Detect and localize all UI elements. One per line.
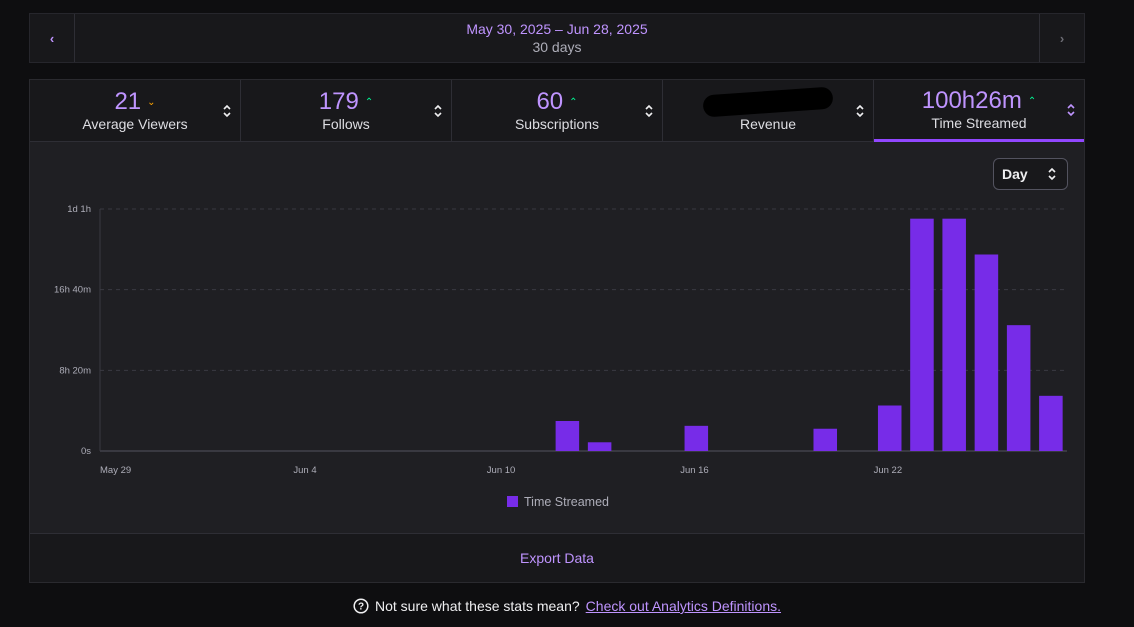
date-range-days: 30 days (532, 39, 582, 55)
next-period-button[interactable]: › (1039, 14, 1084, 62)
date-range-bar: ‹ May 30, 2025 – Jun 28, 2025 30 days › (29, 13, 1085, 63)
x-tick-label: Jun 10 (487, 465, 516, 476)
stat-tabs: 21 ⌄ Average Viewers 179 ⌃ Follows 60 ⌃ … (30, 80, 1084, 142)
granularity-select[interactable]: Day (993, 158, 1068, 190)
stat-label: Subscriptions (514, 116, 600, 132)
sort-icon[interactable] (1066, 102, 1076, 118)
y-tick-label: 16h 40m (54, 285, 91, 296)
sort-icon[interactable] (222, 103, 232, 119)
analytics-definitions-link[interactable]: Check out Analytics Definitions. (585, 598, 781, 614)
bar-time-streamed (910, 218, 934, 451)
stat-value: 60 (536, 88, 564, 115)
trend-up-icon: ⌃ (569, 96, 578, 108)
stat-label: Time Streamed (931, 115, 1027, 131)
stat-value: 21 (114, 88, 142, 115)
bar-time-streamed (555, 420, 580, 451)
time-streamed-chart: 0s 8h 20m 16h 40m 1d 1h May 29 Jun 4 Jun 10 Jun… (54, 204, 1067, 509)
bar-time-streamed (1006, 325, 1031, 451)
y-tick-label: 1d 1h (67, 204, 91, 215)
x-tick-label: May 29 (100, 465, 131, 476)
stat-value: 179 (318, 88, 359, 115)
footer-help: ? Not sure what these stats mean? Check … (0, 598, 1134, 614)
bar-time-streamed (1039, 395, 1063, 451)
stat-tab-revenue[interactable]: Revenue (663, 80, 874, 142)
chevron-right-icon: › (1059, 30, 1065, 46)
stat-label: Average Viewers (82, 116, 188, 132)
bar-time-streamed (877, 405, 902, 451)
stat-tab-time-streamed[interactable]: 100h26m ⌃ Time Streamed (874, 80, 1084, 142)
x-tick-label: Jun 22 (874, 465, 903, 476)
sort-icon[interactable] (855, 103, 865, 119)
trend-down-icon: ⌄ (147, 96, 156, 108)
bar-time-streamed (974, 254, 999, 451)
trend-up-icon: ⌃ (364, 96, 374, 108)
sort-icon[interactable] (433, 103, 443, 119)
date-range-text: May 30, 2025 – Jun 28, 2025 (466, 21, 648, 37)
bar-time-streamed (684, 425, 709, 451)
trend-up-icon: ⌃ (1027, 95, 1037, 107)
granularity-value: Day (1002, 166, 1028, 182)
chevron-left-icon: ‹ (49, 30, 55, 46)
export-data-button[interactable]: Export Data (30, 533, 1084, 582)
bar-time-streamed (587, 442, 612, 451)
bar-time-streamed (942, 218, 966, 451)
stat-label: Follows (322, 116, 370, 132)
footer-question: Not sure what these stats mean? (375, 598, 580, 614)
stat-label: Revenue (739, 116, 797, 132)
y-tick-label: 8h 20m (59, 365, 91, 376)
stat-tab-average-viewers[interactable]: 21 ⌄ Average Viewers (30, 80, 241, 142)
stat-tab-subscriptions[interactable]: 60 ⌃ Subscriptions (452, 80, 663, 142)
bar-time-streamed (813, 428, 838, 451)
x-tick-label: Jun 4 (293, 465, 316, 476)
y-tick-label: 0s (81, 446, 91, 457)
x-tick-label: Jun 16 (680, 465, 709, 476)
chevron-updown-icon (1048, 167, 1056, 181)
stat-value: 100h26m (921, 87, 1022, 114)
analytics-panel: 21 ⌄ Average Viewers 179 ⌃ Follows 60 ⌃ … (29, 79, 1085, 583)
legend-label: Time Streamed (524, 495, 609, 509)
sort-icon[interactable] (644, 103, 654, 119)
question-circle-icon: ? (353, 598, 369, 614)
svg-text:?: ? (358, 602, 364, 613)
stat-tab-follows[interactable]: 179 ⌃ Follows (241, 80, 452, 142)
legend-swatch (507, 496, 518, 507)
previous-period-button[interactable]: ‹ (30, 14, 75, 62)
date-range-display[interactable]: May 30, 2025 – Jun 28, 2025 30 days (75, 14, 1039, 62)
